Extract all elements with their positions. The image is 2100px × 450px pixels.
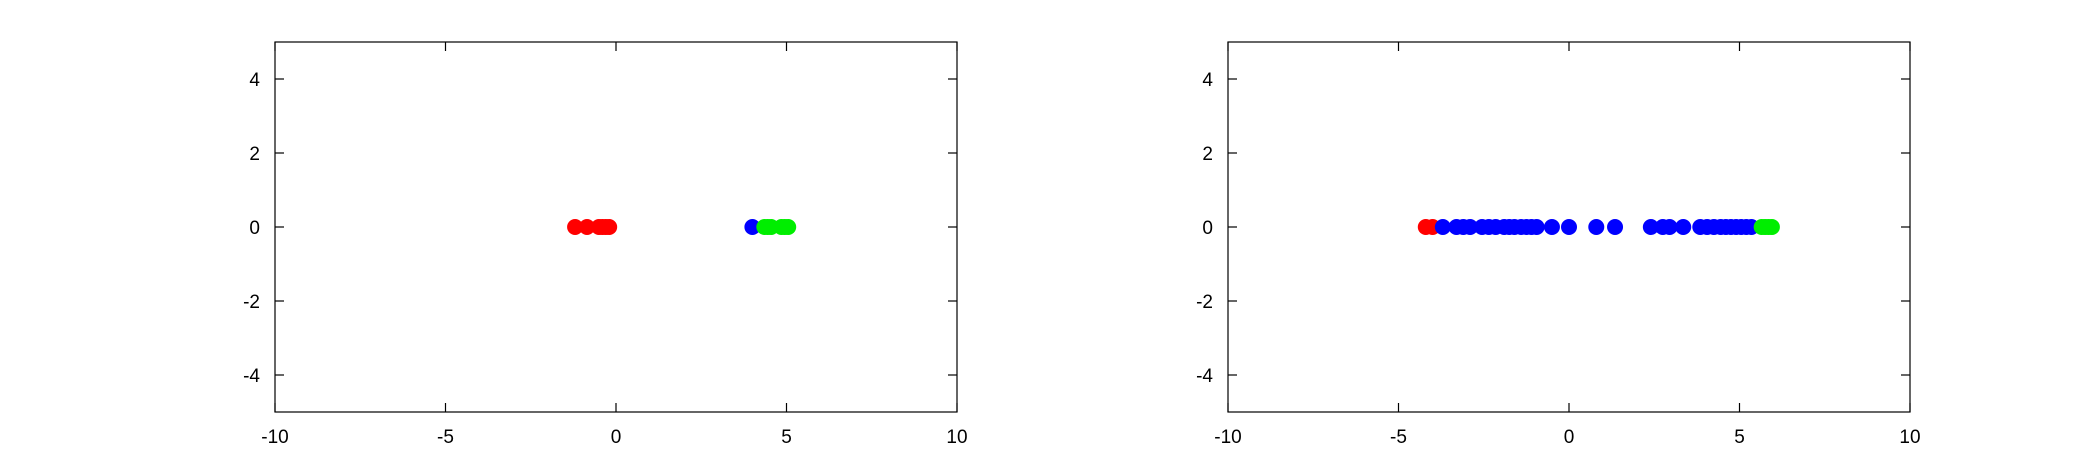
x-tick-label: 0 bbox=[1564, 427, 1575, 448]
y-tick-label: -4 bbox=[243, 366, 260, 387]
data-point bbox=[1462, 219, 1479, 235]
x-tick-label: -5 bbox=[437, 427, 454, 448]
x-tick-label: 10 bbox=[1899, 427, 1920, 448]
y-tick-label: 2 bbox=[1202, 144, 1213, 165]
data-point bbox=[579, 219, 596, 235]
data-point bbox=[1588, 219, 1605, 235]
x-tick-label: -10 bbox=[261, 427, 288, 448]
y-tick-label: 0 bbox=[1202, 218, 1213, 239]
data-point bbox=[567, 219, 584, 235]
x-tick-label: 0 bbox=[611, 427, 622, 448]
y-tick-label: 0 bbox=[249, 218, 260, 239]
y-tick-label: -2 bbox=[1196, 292, 1213, 313]
y-tick-label: 2 bbox=[249, 144, 260, 165]
data-point bbox=[1661, 219, 1678, 235]
data-point bbox=[1607, 219, 1624, 235]
x-tick-label: 5 bbox=[1734, 427, 1745, 448]
x-tick-label: 10 bbox=[946, 427, 967, 448]
y-tick-label: -4 bbox=[1196, 366, 1213, 387]
x-tick-label: -5 bbox=[1390, 427, 1407, 448]
x-tick-label: 5 bbox=[781, 427, 792, 448]
x-tick-label: -10 bbox=[1214, 427, 1241, 448]
plot-panel-2: -10 -5 0 5 10 -4 -2 0 2 4 bbox=[1196, 41, 1921, 448]
data-point bbox=[601, 219, 618, 235]
data-point bbox=[1561, 219, 1577, 235]
data-point bbox=[1434, 219, 1451, 235]
data-point bbox=[744, 219, 761, 235]
y-tick-label: 4 bbox=[1202, 70, 1213, 91]
data-point bbox=[780, 219, 797, 235]
plot-panel-1: -10 -5 0 5 10 -4 -2 0 2 4 bbox=[243, 41, 968, 448]
data-point bbox=[1528, 219, 1545, 235]
data-point bbox=[1763, 219, 1780, 235]
y-tick-label: 4 bbox=[249, 70, 260, 91]
data-point bbox=[1675, 219, 1692, 235]
data-point bbox=[1642, 219, 1659, 235]
data-point bbox=[1543, 219, 1560, 235]
y-tick-label: -2 bbox=[243, 292, 260, 313]
